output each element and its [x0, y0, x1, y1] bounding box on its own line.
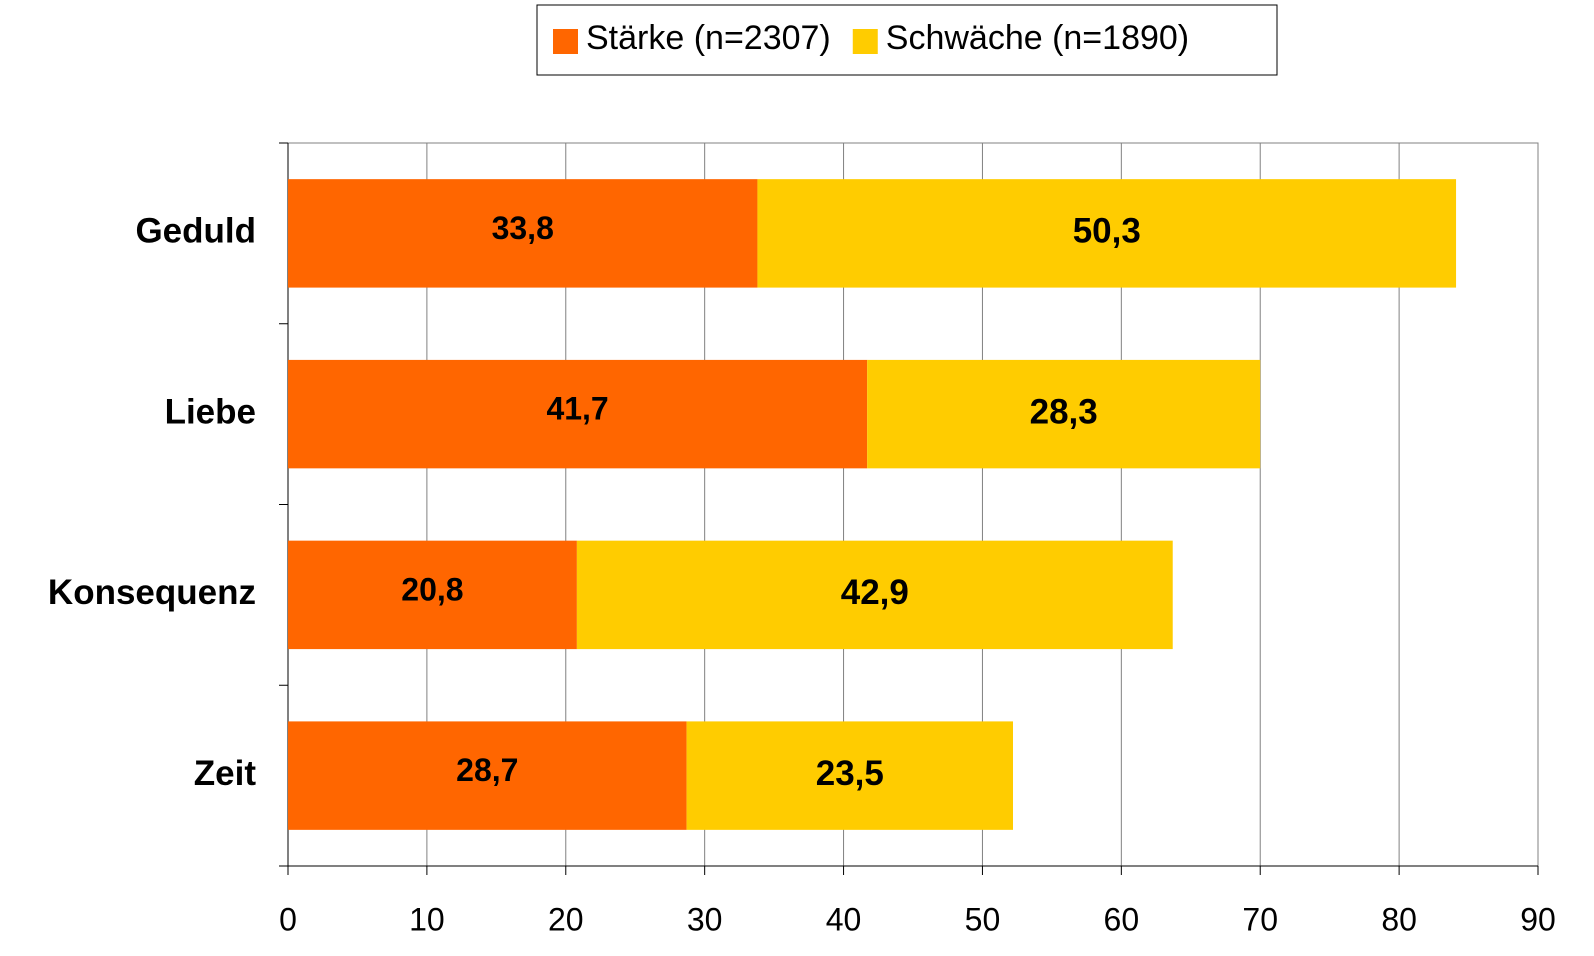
bar — [288, 540, 577, 650]
x-tick-label: 60 — [1104, 901, 1140, 937]
data-label: 41,7 — [546, 391, 608, 427]
data-label: 28,3 — [1030, 392, 1098, 431]
bar — [757, 179, 1457, 288]
y-tick-label: Liebe — [165, 392, 256, 431]
x-tick-label: 80 — [1381, 901, 1417, 937]
y-tick-label: Geduld — [135, 212, 256, 251]
data-label: 42,9 — [841, 573, 909, 612]
bar — [867, 359, 1261, 469]
legend-swatch — [553, 29, 578, 54]
data-label: 33,8 — [492, 210, 554, 246]
legend-box — [536, 4, 1278, 76]
legend-label: Stärke (n=2307) — [586, 19, 831, 57]
x-tick-label: 30 — [687, 901, 723, 937]
bar — [288, 179, 758, 288]
x-tick-label: 70 — [1242, 901, 1278, 937]
x-tick-label: 20 — [548, 901, 584, 937]
bar — [288, 721, 687, 830]
legend-swatch — [852, 29, 878, 54]
x-tick-label: 10 — [409, 901, 445, 937]
y-tick-label: Zeit — [194, 754, 257, 793]
x-tick-label: 40 — [826, 901, 862, 937]
data-label: 20,8 — [401, 571, 463, 607]
data-label: 28,7 — [456, 752, 518, 788]
legend-label: Schwäche (n=1890) — [886, 19, 1189, 57]
data-label: 50,3 — [1073, 212, 1141, 251]
bar — [288, 359, 868, 469]
bar — [576, 540, 1173, 650]
y-tick-label: Konsequenz — [48, 573, 256, 612]
bar — [686, 721, 1013, 830]
x-tick-label: 90 — [1520, 901, 1556, 937]
data-label: 23,5 — [816, 754, 884, 793]
x-tick-label: 50 — [965, 901, 1001, 937]
x-tick-label: 0 — [279, 901, 297, 937]
